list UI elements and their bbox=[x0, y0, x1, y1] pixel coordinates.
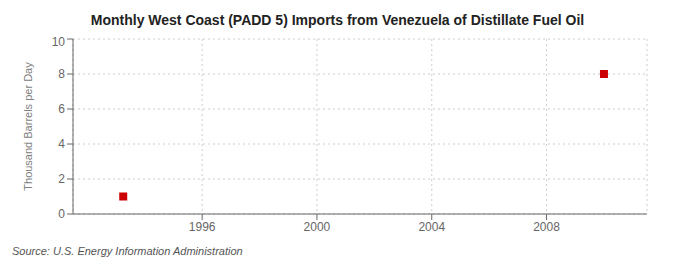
svg-text:2: 2 bbox=[58, 172, 65, 186]
html-text:Monthly West Coast (PADD 5) Im: Monthly West Coast (PADD 5) Imports from… bbox=[90, 12, 585, 28]
html-text:Source: U.S. Energy Informatio: Source: U.S. Energy Information Administ… bbox=[12, 245, 243, 257]
svg-text:10: 10 bbox=[52, 35, 66, 49]
svg-text:2008: 2008 bbox=[533, 220, 560, 234]
svg-text:1996: 1996 bbox=[189, 220, 216, 234]
svg-text:0: 0 bbox=[58, 207, 65, 221]
svg-text:4: 4 bbox=[58, 137, 65, 151]
svg-text:2004: 2004 bbox=[418, 220, 445, 234]
svg-text:6: 6 bbox=[58, 102, 65, 116]
svg-text:Thousand Barrels per Day: Thousand Barrels per Day bbox=[22, 62, 34, 191]
svg-text:8: 8 bbox=[58, 67, 65, 81]
svg-text:2000: 2000 bbox=[304, 220, 331, 234]
